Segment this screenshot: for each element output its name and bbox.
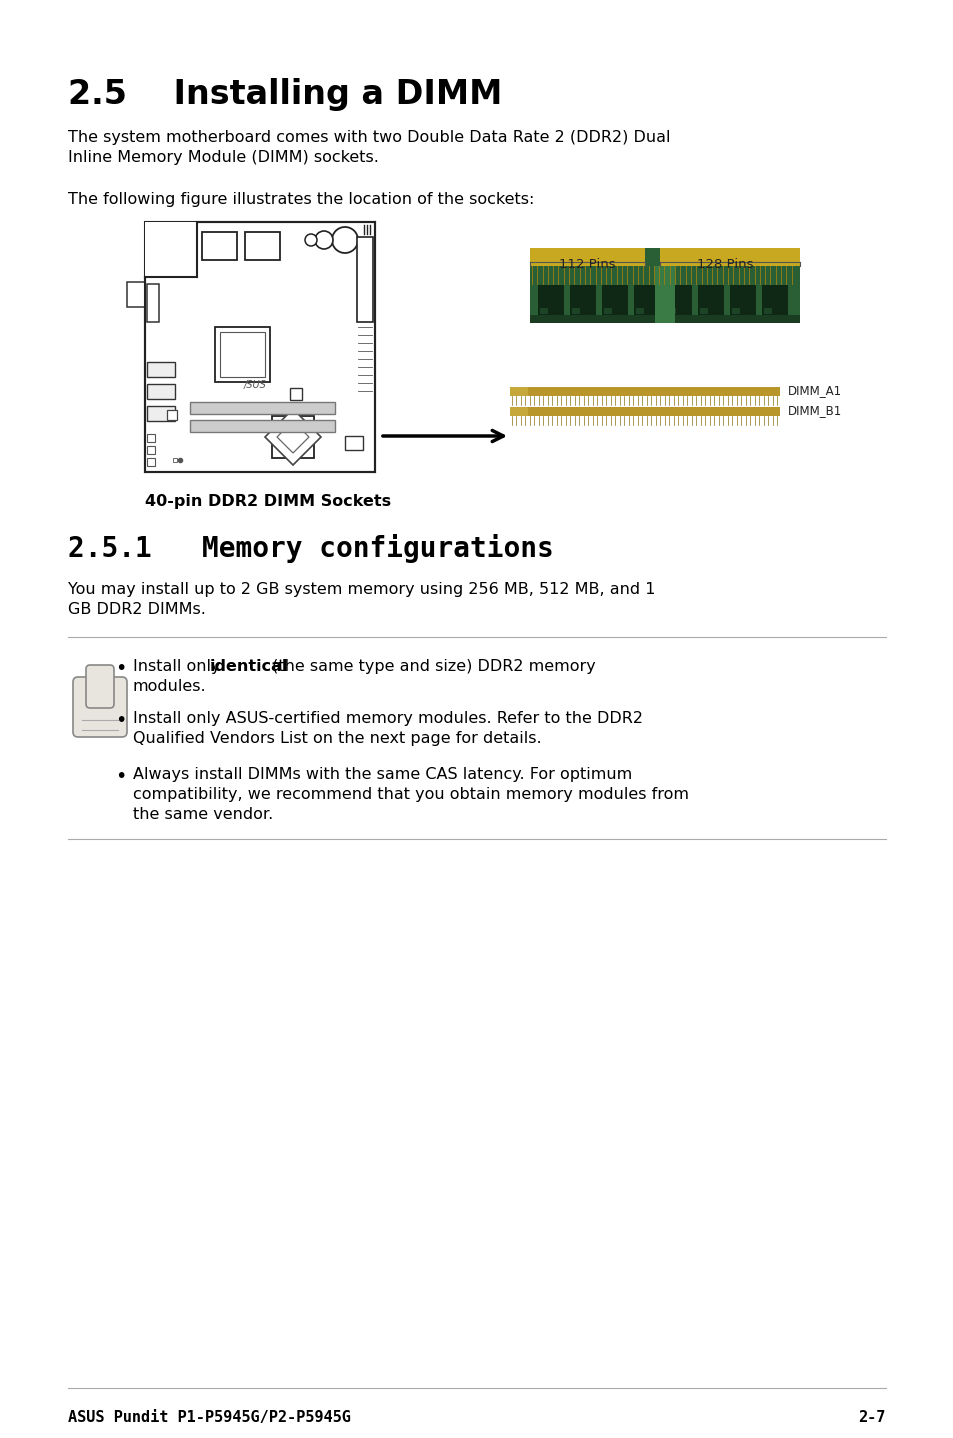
Bar (245, 232, 280, 260)
Text: ASUS Pundit P1-P5945G/P2-P5945G: ASUS Pundit P1-P5945G/P2-P5945G (68, 1411, 351, 1425)
Polygon shape (265, 408, 320, 464)
Bar (761, 285, 787, 315)
Bar (572, 308, 579, 313)
Bar (145, 221, 196, 278)
Bar (530, 247, 800, 324)
Text: •: • (115, 710, 126, 731)
Bar (530, 247, 800, 266)
FancyBboxPatch shape (73, 677, 127, 738)
Text: The system motherboard comes with two Double Data Rate 2 (DDR2) Dual: The system motherboard comes with two Do… (68, 129, 670, 145)
Bar (537, 285, 563, 315)
Bar (356, 237, 373, 322)
Circle shape (305, 234, 316, 246)
Bar (731, 308, 740, 313)
Text: Install only: Install only (132, 659, 226, 674)
Text: The following figure illustrates the location of the sockets:: The following figure illustrates the loc… (68, 193, 534, 207)
Text: the same vendor.: the same vendor. (132, 807, 273, 823)
Bar (510, 387, 780, 395)
Bar (147, 406, 174, 421)
Polygon shape (276, 421, 309, 453)
Bar (167, 410, 177, 420)
Bar (700, 308, 707, 313)
Bar (220, 332, 265, 377)
Text: You may install up to 2 GB system memory using 256 MB, 512 MB, and 1: You may install up to 2 GB system memory… (68, 582, 655, 597)
Text: Always install DIMMs with the same CAS latency. For optimum: Always install DIMMs with the same CAS l… (132, 766, 632, 782)
Text: Qualified Vendors List on the next page for details.: Qualified Vendors List on the next page … (132, 731, 541, 746)
Bar (147, 446, 154, 454)
Bar (345, 436, 363, 450)
Bar (147, 362, 174, 377)
Text: modules.: modules. (132, 679, 207, 695)
Bar (644, 247, 659, 266)
Bar (510, 387, 527, 395)
Text: Inline Memory Module (DIMM) sockets.: Inline Memory Module (DIMM) sockets. (68, 150, 378, 165)
FancyBboxPatch shape (86, 664, 113, 707)
Text: 40-pin DDR2 DIMM Sockets: 40-pin DDR2 DIMM Sockets (145, 495, 391, 509)
Bar (667, 308, 676, 313)
Text: 2-7: 2-7 (858, 1411, 885, 1425)
Bar (763, 308, 771, 313)
Text: DIMM_B1: DIMM_B1 (787, 404, 841, 417)
Text: 2.5    Installing a DIMM: 2.5 Installing a DIMM (68, 78, 502, 111)
Bar (147, 283, 159, 322)
Bar (601, 285, 627, 315)
Bar (272, 416, 314, 457)
Bar (147, 434, 154, 441)
Text: Install only ASUS-certified memory modules. Refer to the DDR2: Install only ASUS-certified memory modul… (132, 710, 642, 726)
Bar (510, 407, 780, 416)
Bar (190, 420, 335, 431)
Bar (729, 285, 755, 315)
Text: compatibility, we recommend that you obtain memory modules from: compatibility, we recommend that you obt… (132, 787, 688, 802)
Bar (655, 247, 675, 324)
Circle shape (314, 232, 333, 249)
Bar (569, 285, 596, 315)
Bar (539, 308, 547, 313)
Text: •: • (115, 659, 126, 677)
Bar (147, 457, 154, 466)
Bar (202, 232, 236, 260)
Circle shape (332, 227, 357, 253)
Bar (698, 285, 723, 315)
Text: •: • (115, 766, 126, 787)
Bar (634, 285, 659, 315)
Bar (510, 407, 527, 416)
Bar (127, 282, 145, 306)
Bar (603, 308, 612, 313)
Text: 112 Pins: 112 Pins (558, 257, 615, 270)
Bar (290, 388, 302, 400)
Text: (the same type and size) DDR2 memory: (the same type and size) DDR2 memory (267, 659, 595, 674)
Bar (147, 384, 174, 398)
Bar (214, 326, 270, 383)
Bar (190, 403, 335, 414)
Text: /SUS: /SUS (243, 380, 266, 390)
Bar (145, 221, 375, 472)
Text: identical: identical (210, 659, 288, 674)
Bar (636, 308, 643, 313)
Text: GB DDR2 DIMMs.: GB DDR2 DIMMs. (68, 603, 206, 617)
Text: 128 Pins: 128 Pins (696, 257, 753, 270)
Bar (665, 285, 691, 315)
Text: 2.5.1   Memory configurations: 2.5.1 Memory configurations (68, 533, 553, 564)
Bar (530, 315, 800, 324)
Text: DIMM_A1: DIMM_A1 (787, 384, 841, 397)
